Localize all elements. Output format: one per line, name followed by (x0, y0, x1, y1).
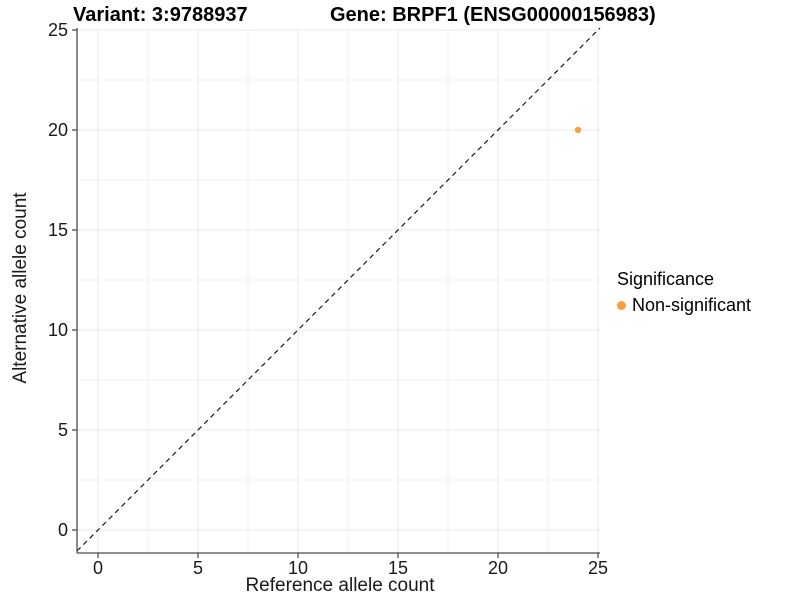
y-tick-label: 25 (48, 20, 68, 40)
variant-title: Variant: 3:9788937 (73, 4, 248, 26)
legend-item: Non-significant (617, 295, 751, 316)
legend: Significance Non-significant (617, 269, 751, 316)
y-tick-label: 5 (58, 420, 68, 440)
legend-item-label: Non-significant (632, 295, 752, 315)
y-tick-label: 20 (48, 120, 68, 140)
legend-title: Significance (617, 269, 715, 289)
y-tick-label: 15 (48, 220, 68, 240)
x-tick-label: 10 (288, 558, 308, 578)
x-tick-label: 20 (488, 558, 508, 578)
x-axis-title: Reference allele count (245, 575, 435, 596)
x-tick-label: 5 (193, 558, 203, 578)
x-tick-label: 15 (388, 558, 408, 578)
x-tick-label: 25 (588, 558, 608, 578)
data-point (574, 126, 582, 134)
x-tick-label: 0 (93, 558, 103, 578)
y-tick-label: 10 (48, 320, 68, 340)
legend-point-icon (617, 301, 626, 310)
gene-title: Gene: BRPF1 (ENSG00000156983) (330, 4, 656, 26)
y-axis-title: Alternative allele count (10, 192, 31, 384)
y-tick-label: 0 (58, 520, 68, 540)
identity-line (76, 27, 601, 552)
